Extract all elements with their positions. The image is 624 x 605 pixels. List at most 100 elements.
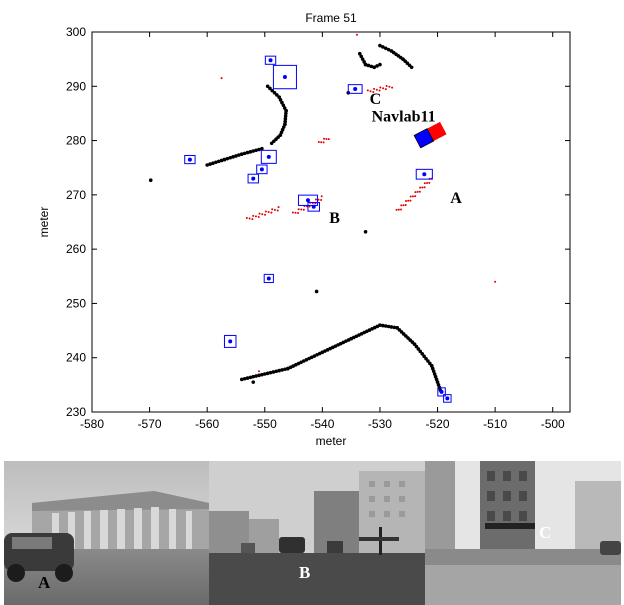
curb-point [283,119,287,124]
moving-point [254,215,257,218]
curb-point [412,342,417,346]
curb-point [281,103,286,108]
curb-point [389,325,394,329]
curb-point [434,377,439,382]
tracked-object-box [437,387,446,397]
curb-point [284,108,288,113]
camera-photo-strip: A B [4,461,621,605]
chart-title: Frame 51 [305,11,357,25]
curb-point [409,65,414,70]
moving-point [414,191,417,194]
moving-point [372,91,375,94]
moving-point [317,198,320,201]
moving-point [245,216,248,219]
curb-point [237,153,241,157]
moving-point [317,140,320,143]
camera-view-c: C [425,461,621,605]
curb-point [257,373,261,378]
moving-point [414,195,417,198]
tracked-object-center [311,204,316,209]
camera-a-image [4,461,209,605]
curb-point [248,150,253,154]
moving-point [379,86,382,89]
moving-point [252,214,255,217]
moving-point [294,211,297,214]
moving-point [257,215,260,218]
curb-point [386,47,391,52]
curb-point [386,324,391,329]
curb-point [278,98,283,102]
curb-point [362,60,366,64]
moving-point [325,137,328,140]
y-tick-label: 300 [66,25,86,39]
curb-point [429,364,434,368]
x-tick-label: -520 [426,417,450,431]
moving-point [302,208,305,211]
tracked-object-box [443,394,452,403]
curb-point [383,324,388,328]
curb-point [280,100,284,105]
ego-body [413,128,435,149]
curb-point [277,368,281,373]
tracked-object-box [263,273,274,284]
x-tick-label: -510 [483,417,507,431]
tracked-object-box [272,64,297,90]
tracked-object-center [228,339,233,344]
tracked-object-center [266,154,271,159]
moving-point [366,89,369,92]
curb-point [284,111,288,116]
tracked-object-center [305,198,310,203]
curb-point [280,127,285,132]
curb-point [414,344,419,349]
moving-point [407,199,410,202]
curb-point [359,54,364,59]
curb-point [366,63,371,68]
curb-point [205,163,209,167]
curb-point [378,323,382,327]
moving-point [409,195,412,198]
moving-point [423,182,426,185]
moving-point [261,213,264,216]
curb-point [282,106,287,110]
moving-point [277,206,280,209]
moving-point [373,87,376,90]
curb-point [272,91,277,95]
curb-point [283,117,288,121]
curb-point [283,122,287,127]
curb-point [274,369,279,374]
curb-point [219,158,224,163]
moving-point [320,195,323,198]
moving-point [369,90,372,93]
x-tick-label: -580 [80,417,104,431]
moving-point [297,208,300,211]
tracked-object-box [347,84,363,94]
moving-point [322,141,325,144]
moving-point [494,280,497,283]
moving-point [320,141,323,144]
camera-view-b: B [209,461,425,605]
moving-point [375,88,378,91]
moving-point [416,190,419,193]
camera-label-c: C [539,523,552,542]
tracked-object-center [259,167,264,172]
moving-point [423,186,426,189]
tracked-object-center [282,75,287,80]
tracked-object-center [251,176,256,181]
x-tick-label: -570 [138,417,162,431]
camera-c-image [425,461,621,605]
moving-point [428,181,431,184]
moving-point [267,211,270,214]
curb-point [269,141,274,146]
curb-point [416,347,421,351]
curb-point [283,367,287,372]
curb-point [435,380,440,384]
curb-point [208,162,212,166]
plot-frame [91,31,571,413]
curb-point [268,370,273,375]
curb-point [251,380,256,384]
curb-point [260,372,264,377]
curb-point [281,125,286,129]
tracked-object-center [266,276,271,281]
tracked-object-box [256,164,268,175]
curb-point [378,62,382,67]
